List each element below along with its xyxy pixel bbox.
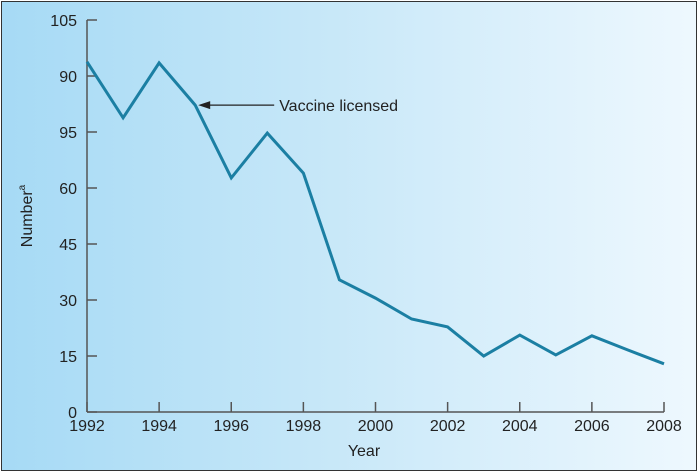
y-axis-label-text: Number	[19, 190, 36, 248]
y-tick-label: 0	[68, 405, 77, 422]
series-line	[85, 60, 665, 366]
x-tick-label: 1992	[69, 418, 105, 435]
arrow-head-icon	[198, 101, 211, 110]
x-tick-label: 2000	[358, 418, 394, 435]
y-axis-label-superscript: a	[17, 184, 28, 190]
x-tick-label: 2006	[574, 418, 610, 435]
x-tick-label: 1998	[286, 418, 322, 435]
x-tick-label: 2002	[430, 418, 466, 435]
y-tick-label: 105	[50, 13, 77, 30]
y-axis-label: Numbera	[17, 184, 36, 247]
annotation-label: Vaccine licensed	[279, 98, 398, 115]
x-tick-label: 2008	[646, 418, 682, 435]
x-tick-label: 2004	[502, 418, 538, 435]
x-tick-label: 1994	[141, 418, 177, 435]
y-tick-label: 95	[59, 125, 77, 142]
y-tick-label: 45	[59, 237, 77, 254]
y-tick-label: 90	[59, 69, 77, 86]
x-tick-label: 1996	[213, 418, 249, 435]
x-axis-label: Year	[348, 443, 381, 460]
y-tick-label: 15	[59, 349, 77, 366]
y-tick-label: 60	[59, 181, 77, 198]
y-tick-label: 30	[59, 293, 77, 310]
